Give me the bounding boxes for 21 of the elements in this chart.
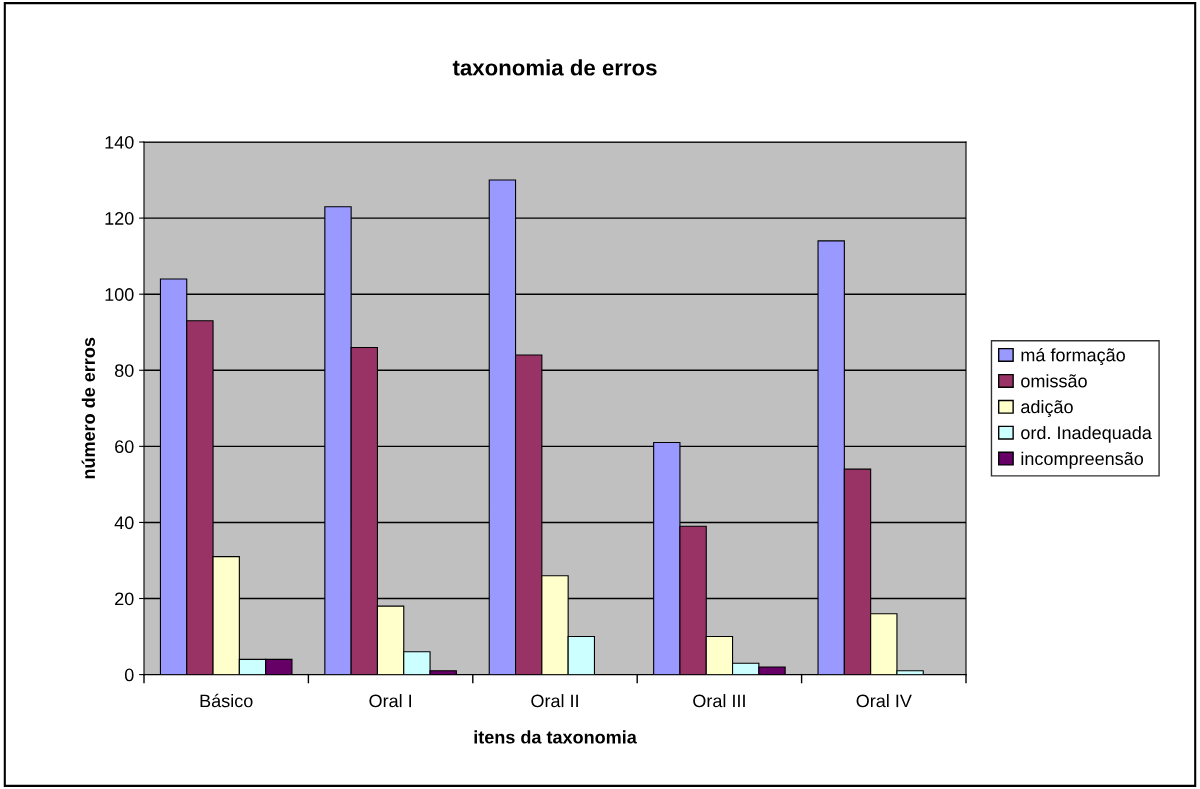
legend-label: incompreensão bbox=[1021, 451, 1144, 469]
y-tick-label: 120 bbox=[105, 212, 134, 225]
y-tick-label: 20 bbox=[115, 592, 134, 606]
x-tick-label: Oral IV bbox=[856, 694, 912, 708]
x-tick-label: Básico bbox=[200, 693, 253, 708]
legend-label: adição bbox=[1021, 400, 1073, 417]
chart-title: taxonomia de erros bbox=[452, 59, 657, 76]
y-tick-label: 100 bbox=[105, 288, 134, 301]
y-tick-label: 140 bbox=[105, 135, 134, 149]
legend-label: ord. Inadequada bbox=[1021, 425, 1152, 443]
y-tick-label: 80 bbox=[114, 364, 134, 377]
y-tick-label: 60 bbox=[115, 440, 134, 454]
x-tick-label: Oral II bbox=[531, 694, 578, 708]
legend-label: má formação bbox=[1021, 347, 1125, 366]
x-tick-label: Oral III bbox=[693, 694, 745, 708]
y-tick-label: 40 bbox=[114, 516, 134, 530]
y-tick-label: 0 bbox=[124, 668, 134, 682]
y-axis-title: número de erros bbox=[81, 337, 96, 479]
legend-label: omissão bbox=[1021, 374, 1087, 388]
x-axis-title: itens da taxonomia bbox=[474, 730, 637, 744]
x-tick-label: Oral I bbox=[369, 694, 412, 708]
